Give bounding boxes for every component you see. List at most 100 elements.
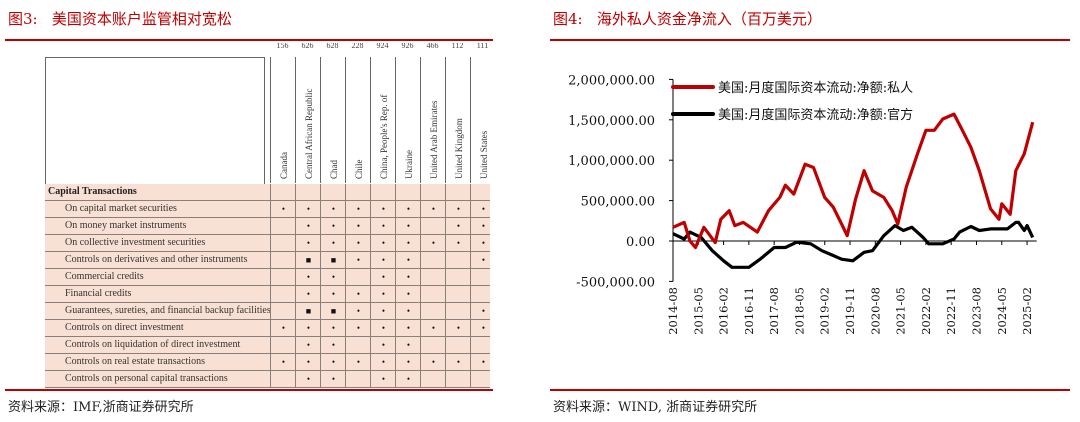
table-cell: • (295, 337, 321, 353)
capital-flow-line-chart: 2,000,000.00 1,500,000.00 1,000,000.00 500,… (568, 73, 1037, 335)
table-cell: • (370, 303, 396, 319)
y-tick-label: 500,000.00 (581, 195, 655, 210)
table-row: Financial credits • • • • • (45, 286, 490, 303)
table-cell: • (470, 252, 490, 268)
table-cell: • (370, 269, 396, 285)
y-tick-label: 0.00 (626, 235, 655, 250)
table-cell: • (370, 235, 396, 251)
y-tick-label: 1,500,000.00 (568, 114, 655, 129)
table-cell: • (345, 252, 371, 268)
x-tick-label: 2019-02 (818, 287, 832, 335)
table-cell (445, 286, 471, 302)
country-name: United Kingdom (454, 118, 464, 179)
x-tick-label: 2023-08 (969, 287, 983, 335)
y-tick-label: 1,000,000.00 (568, 154, 655, 169)
country-column-header: United Arab Emirates (420, 57, 446, 183)
table-row: Controls on liquidation of direct invest… (45, 337, 490, 354)
table-cell (395, 184, 421, 200)
row-label: On money market instruments (65, 220, 187, 231)
table-cell: • (395, 320, 421, 336)
table-cell: • (370, 252, 396, 268)
x-tick-label: 2018-05 (792, 287, 806, 335)
table-cell (420, 337, 446, 353)
table-row: Controls on direct investment • • • • • • • • • (45, 320, 490, 337)
table-cell: • (270, 201, 296, 217)
table-cell: • (370, 286, 396, 302)
table-cell: • (395, 286, 421, 302)
x-tick-label: 2025-02 (1020, 287, 1034, 335)
figure-3-title: 图3: 美国资本账户监管相对宽松 (8, 10, 232, 28)
table-cell: ■ (320, 303, 346, 319)
table-cell (345, 371, 371, 387)
table-cell (445, 371, 471, 387)
table-cell (270, 235, 296, 251)
table-cell: • (445, 201, 471, 217)
legend-label: 美国:月度国际资本流动:净额:私人 (718, 80, 913, 96)
table-row: Guarantees, sureties, and financial back… (45, 303, 490, 320)
table-cell: • (345, 303, 371, 319)
table-cell (420, 184, 446, 200)
table-cell: • (470, 320, 490, 336)
table-cell: • (345, 201, 371, 217)
table-cell: • (445, 218, 471, 234)
capital-controls-table: 156 626 628 228 924 926 466 112 111 Canada Centra… (45, 43, 490, 388)
table-cell (470, 269, 490, 285)
table-cell: • (270, 354, 296, 370)
country-column-header: Ukraine (395, 57, 421, 183)
table-cell (470, 337, 490, 353)
row-label: On capital market securities (65, 203, 177, 214)
table-cell: • (445, 235, 471, 251)
table-cell: • (270, 320, 296, 336)
table-cell (345, 184, 371, 200)
row-label: Controls on real estate transactions (65, 356, 205, 367)
row-label: Commercial credits (65, 271, 144, 282)
country-code: 111 (476, 43, 489, 50)
country-column-header: United States (470, 57, 490, 183)
title-divider (5, 39, 493, 41)
country-code: 112 (451, 43, 464, 50)
country-code: 156 (276, 43, 289, 50)
row-label: Controls on derivatives and other instru… (65, 254, 248, 265)
row-label: On collective investment securities (65, 237, 206, 248)
country-name: Chile (354, 159, 364, 180)
table-cell (470, 371, 490, 387)
table-cell: • (470, 235, 490, 251)
table-cell (420, 371, 446, 387)
table-cell (420, 303, 446, 319)
table-cell (270, 252, 296, 268)
table-cell: ■ (295, 303, 321, 319)
table-cell (270, 303, 296, 319)
table-cell: • (470, 354, 490, 370)
table-row: Controls on personal capital transaction… (45, 371, 490, 388)
table-cell: • (370, 354, 396, 370)
country-name: United Arab Emirates (429, 100, 439, 179)
table-cell (295, 184, 321, 200)
country-column-header: Central African Republic (295, 57, 321, 183)
table-row: On capital market securities • • • • • • • • • (45, 201, 490, 218)
country-column-header: Chad (320, 57, 346, 183)
x-tick-label: 2016-11 (742, 287, 756, 335)
y-tick-label: 2,000,000.00 (568, 73, 655, 88)
table-cell: • (345, 235, 371, 251)
table-cell: • (470, 218, 490, 234)
table-cell: • (470, 201, 490, 217)
x-tick-label: 2016-02 (717, 287, 731, 335)
table-cell: • (345, 218, 371, 234)
table-cell: • (295, 354, 321, 370)
table-cell: • (395, 201, 421, 217)
table-row: Commercial credits • • • • (45, 269, 490, 286)
country-column-header: Canada (270, 57, 296, 183)
x-tick-label: 2019-11 (843, 287, 857, 335)
table-cell: • (420, 354, 446, 370)
x-tick-label: 2022-11 (944, 287, 958, 335)
country-column-header: Chile (345, 57, 371, 183)
table-cell: • (320, 269, 346, 285)
x-tick-label: 2015-05 (691, 287, 705, 335)
table-cell: • (295, 235, 321, 251)
table-cell: • (445, 354, 471, 370)
table-cell (320, 184, 346, 200)
table-cell: • (370, 320, 396, 336)
row-label: Controls on liquidation of direct invest… (65, 339, 241, 350)
table-cell: • (320, 235, 346, 251)
table-cell (445, 252, 471, 268)
